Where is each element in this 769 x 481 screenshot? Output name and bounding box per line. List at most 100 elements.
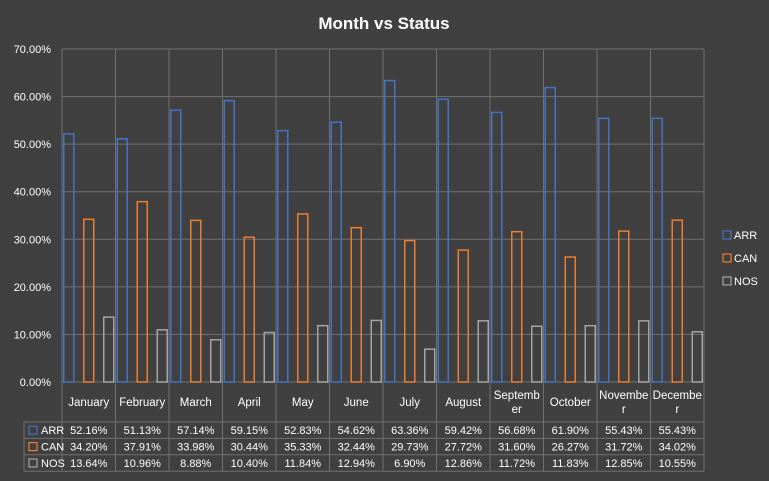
table-cell-value: 13.64% bbox=[70, 458, 108, 470]
table-cell-value: 55.43% bbox=[605, 425, 643, 437]
table-cell-value: 32.44% bbox=[338, 442, 376, 454]
table-cell-value: 55.43% bbox=[659, 425, 697, 437]
table-legend-key-can bbox=[28, 442, 38, 452]
legend-label: CAN bbox=[734, 253, 757, 265]
bar-arr bbox=[384, 79, 396, 383]
table-cell-value: 10.55% bbox=[659, 458, 697, 470]
category-label: July bbox=[400, 397, 421, 409]
table-cell-value: 8.88% bbox=[180, 458, 211, 470]
bar-arr bbox=[544, 86, 556, 383]
bar-can bbox=[136, 200, 148, 383]
table-cell-value: 37.91% bbox=[124, 442, 162, 454]
table-cell-value: 52.16% bbox=[70, 425, 108, 437]
table-cell-value: 26.27% bbox=[552, 442, 590, 454]
legend-key-can bbox=[722, 253, 732, 263]
bar-arr bbox=[437, 98, 449, 383]
legend-label: ARR bbox=[734, 230, 757, 242]
bar-arr bbox=[223, 99, 235, 383]
y-tick-label: 20.00% bbox=[14, 282, 52, 294]
table-cell-value: 34.02% bbox=[659, 442, 697, 454]
legend-label: NOS bbox=[734, 276, 758, 288]
bar-can bbox=[83, 218, 95, 383]
y-tick-label: 40.00% bbox=[14, 187, 52, 199]
category-label: February bbox=[119, 397, 165, 409]
bar-nos bbox=[317, 324, 329, 383]
bar-nos bbox=[156, 329, 168, 383]
category-label: June bbox=[344, 397, 369, 409]
table-cell-value: 33.98% bbox=[177, 442, 215, 454]
table-cell-value: 6.90% bbox=[394, 458, 425, 470]
table-legend-key-nos bbox=[28, 458, 38, 468]
bar-arr bbox=[277, 129, 289, 383]
bar-nos bbox=[210, 339, 222, 383]
bar-nos bbox=[584, 324, 596, 383]
chart-title: Month vs Status bbox=[318, 14, 449, 33]
y-tick-label: 0.00% bbox=[20, 377, 51, 389]
table-cell-value: 54.62% bbox=[338, 425, 376, 437]
table-cell-value: 61.90% bbox=[552, 425, 590, 437]
table-cell-value: 59.42% bbox=[445, 425, 483, 437]
table-cell-value: 31.60% bbox=[498, 442, 536, 454]
table-cell-value: 59.15% bbox=[231, 425, 269, 437]
bar-arr bbox=[651, 117, 663, 383]
bar-arr bbox=[330, 121, 342, 383]
bar-arr bbox=[598, 117, 610, 383]
table-cell-value: 12.86% bbox=[445, 458, 483, 470]
bar-can bbox=[618, 230, 630, 383]
category-label: Novembe r bbox=[599, 390, 648, 416]
bar-can bbox=[457, 249, 469, 383]
table-cell-value: 12.85% bbox=[605, 458, 643, 470]
category-label: March bbox=[180, 397, 212, 409]
table-cell-value: 11.84% bbox=[285, 458, 322, 470]
bar-nos bbox=[263, 331, 275, 383]
bar-nos bbox=[424, 348, 436, 383]
category-label: October bbox=[550, 397, 591, 409]
table-cell-value: 63.36% bbox=[391, 425, 429, 437]
table-cell-value: 56.68% bbox=[498, 425, 536, 437]
legend-key-arr bbox=[722, 230, 732, 240]
bar-arr bbox=[170, 109, 182, 383]
bar-can bbox=[511, 230, 523, 383]
bar-can bbox=[350, 226, 362, 383]
legend-key-nos bbox=[722, 276, 732, 286]
y-tick-label: 30.00% bbox=[14, 234, 52, 246]
bar-arr bbox=[491, 111, 503, 383]
bar-can bbox=[564, 256, 576, 383]
bar-nos bbox=[531, 325, 543, 383]
category-label: January bbox=[68, 397, 109, 409]
bar-nos bbox=[477, 320, 489, 383]
bar-can bbox=[671, 219, 683, 383]
table-cell-value: 34.20% bbox=[70, 442, 108, 454]
table-cell-value: 57.14% bbox=[177, 425, 215, 437]
table-series-label: NOS bbox=[41, 458, 65, 470]
category-label: August bbox=[445, 397, 482, 409]
table-cell-value: 11.72% bbox=[499, 458, 536, 470]
bar-can bbox=[190, 219, 202, 383]
category-label: April bbox=[238, 397, 261, 409]
table-cell-value: 27.72% bbox=[445, 442, 483, 454]
table-series-label: ARR bbox=[41, 425, 64, 437]
category-label: Septemb er bbox=[494, 390, 540, 416]
table-cell-value: 29.73% bbox=[391, 442, 429, 454]
category-label: May bbox=[292, 397, 314, 409]
bar-can bbox=[404, 239, 416, 383]
table-legend-key-arr bbox=[28, 425, 38, 435]
table-cell-value: 30.44% bbox=[231, 442, 269, 454]
y-tick-label: 50.00% bbox=[14, 139, 52, 151]
table-cell-value: 12.94% bbox=[338, 458, 376, 470]
table-cell-value: 35.33% bbox=[284, 442, 322, 454]
bar-nos bbox=[103, 316, 115, 383]
y-tick-label: 10.00% bbox=[14, 329, 52, 341]
bar-arr bbox=[63, 133, 75, 383]
bar-nos bbox=[638, 320, 650, 383]
y-tick-label: 60.00% bbox=[14, 92, 52, 104]
table-cell-value: 11.83% bbox=[552, 458, 589, 470]
bar-can bbox=[243, 236, 255, 383]
bar-can bbox=[297, 213, 309, 383]
table-cell-value: 10.96% bbox=[124, 458, 162, 470]
table-cell-value: 52.83% bbox=[284, 425, 322, 437]
y-tick-label: 70.00% bbox=[14, 44, 52, 56]
table-cell-value: 31.72% bbox=[605, 442, 643, 454]
